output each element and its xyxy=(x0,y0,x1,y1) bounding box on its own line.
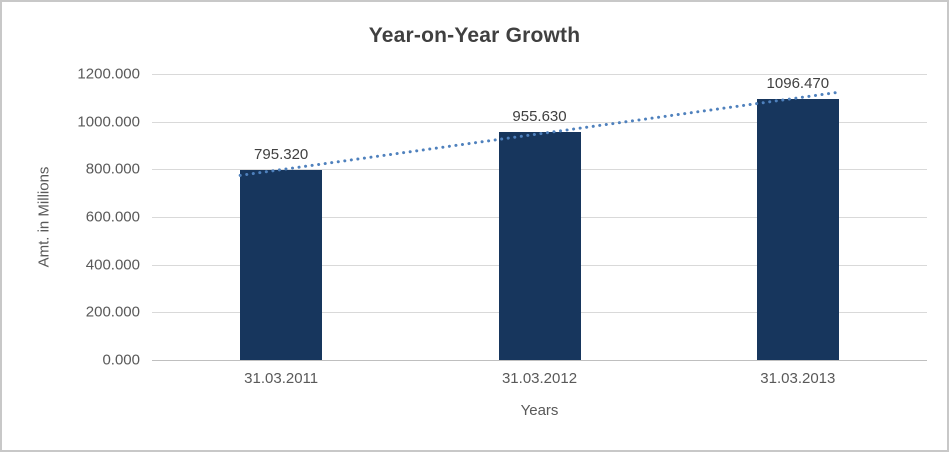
y-tick-label: 1200.000 xyxy=(77,65,140,83)
bar-value-label: 955.630 xyxy=(512,108,567,126)
plot-area: 795.320 955.630 1096.470 xyxy=(152,74,927,361)
y-axis-ticks: 0.000 200.000 400.000 600.000 800.000 1000.00… xyxy=(2,66,140,369)
x-tick-label: 31.03.2011 xyxy=(244,370,319,387)
bar-31.03.2013 xyxy=(756,98,839,360)
bars-layer: 795.320 955.630 1096.470 xyxy=(152,74,927,360)
x-axis-line xyxy=(152,360,927,361)
y-tick-label: 1000.000 xyxy=(77,113,140,131)
x-axis-title: Years xyxy=(520,402,559,419)
linear-trendline xyxy=(238,90,841,177)
chart-title: Year-on-Year Growth xyxy=(368,24,581,47)
trendline-svg xyxy=(238,90,841,177)
y-tick-label: 600.000 xyxy=(85,208,140,226)
x-tick-label: 31.03.2012 xyxy=(501,370,578,387)
bar-31.03.2011 xyxy=(240,170,323,360)
bar-value-label: 795.320 xyxy=(254,146,309,164)
y-tick-label: 0.000 xyxy=(102,351,140,369)
gridline xyxy=(152,74,927,75)
bar-31.03.2012 xyxy=(498,132,581,360)
bar-value-label: 1096.470 xyxy=(766,74,830,92)
gridline xyxy=(152,121,927,123)
y-tick-label: 800.000 xyxy=(85,160,140,178)
x-axis-ticks: 31.03.2011 31.03.2012 31.03.2013 xyxy=(152,370,927,390)
x-tick-label: 31.03.2013 xyxy=(760,370,836,387)
y-tick-label: 200.000 xyxy=(85,303,140,321)
y-tick-label: 400.000 xyxy=(85,256,140,274)
